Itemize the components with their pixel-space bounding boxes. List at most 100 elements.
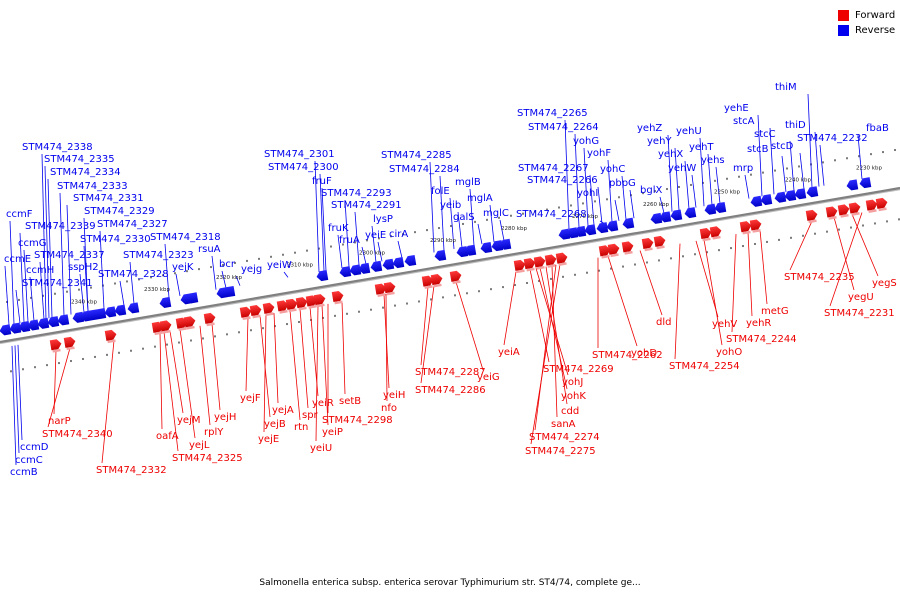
gene-arrow-reverse-49[interactable] — [784, 189, 797, 202]
gene-label-yeja[interactable]: yejA — [272, 405, 294, 416]
gene-label-stm474-2335[interactable]: STM474_2335 — [44, 154, 115, 165]
gene-label-cdd[interactable]: cdd — [561, 406, 579, 417]
gene-arrow-forward-10[interactable] — [262, 302, 276, 317]
gene-arrow-reverse-35[interactable] — [574, 225, 587, 238]
gene-label-stm474-2269[interactable]: STM474_2269 — [543, 364, 614, 375]
gene-label-ccmd[interactable]: ccmD — [20, 442, 49, 453]
gene-arrow-reverse-20[interactable] — [339, 266, 352, 278]
gene-arrow-reverse-46[interactable] — [750, 195, 763, 208]
gene-arrow-forward-18[interactable] — [383, 281, 397, 296]
gene-label-mrp[interactable]: mrp — [733, 163, 753, 174]
gene-label-stcb[interactable]: stcB — [747, 144, 769, 155]
gene-label-stm474-2285[interactable]: STM474_2285 — [381, 150, 452, 161]
gene-label-mgla[interactable]: mglA — [467, 193, 493, 204]
gene-label-stm474-2268[interactable]: STM474_2268 — [516, 209, 587, 220]
gene-label-cira[interactable]: cirA — [389, 229, 408, 240]
gene-label-yehr[interactable]: yehR — [746, 318, 771, 329]
gene-arrow-reverse-29[interactable] — [464, 244, 477, 257]
gene-label-yeir[interactable]: yeiR — [312, 398, 334, 409]
gene-label-mglc[interactable]: mglC — [483, 208, 509, 219]
gene-arrow-reverse-33[interactable] — [558, 228, 571, 241]
gene-arrow-forward-41[interactable] — [875, 197, 889, 212]
gene-label-oafa[interactable]: oafA — [156, 431, 179, 442]
gene-arrow-reverse-32[interactable] — [499, 238, 512, 251]
gene-label-stm474-2339[interactable]: STM474_2339 — [25, 221, 96, 232]
gene-label-yehz[interactable]: yehZ — [637, 123, 662, 134]
gene-label-stm474-2231[interactable]: STM474_2231 — [824, 308, 895, 319]
gene-label-stm474-2286[interactable]: STM474_2286 — [415, 385, 486, 396]
gene-label-stm474-2264[interactable]: STM474_2264 — [528, 122, 599, 133]
gene-label-yehw[interactable]: yehW — [668, 163, 696, 174]
gene-arrow-reverse-37[interactable] — [596, 222, 609, 234]
gene-label-stm474-2332[interactable]: STM474_2332 — [96, 465, 167, 476]
gene-label-sana[interactable]: sanA — [551, 419, 576, 430]
gene-arrow-forward-32[interactable] — [699, 227, 713, 242]
gene-label-stm474-2338[interactable]: STM474_2338 — [22, 142, 93, 153]
gene-arrow-forward-20[interactable] — [430, 273, 444, 288]
gene-label-yejh[interactable]: yejH — [214, 412, 236, 423]
gene-arrow-forward-4[interactable] — [159, 320, 173, 334]
gene-label-yejf[interactable]: yejF — [240, 393, 261, 404]
gene-arrow-reverse-44[interactable] — [704, 203, 717, 216]
gene-arrow-reverse-38[interactable] — [606, 220, 619, 232]
gene-arrow-forward-31[interactable] — [653, 235, 667, 250]
gene-label-stm474-2300[interactable]: STM474_2300 — [268, 162, 339, 173]
gene-label-stm474-2262[interactable]: STM474_2262 — [592, 350, 663, 361]
gene-arrow-forward-36[interactable] — [805, 209, 819, 224]
gene-arrow-forward-34[interactable] — [739, 220, 753, 235]
legend-item-forward[interactable]: Forward — [838, 8, 895, 23]
gene-label-metg[interactable]: metG — [761, 306, 789, 317]
gene-arrow-reverse-42[interactable] — [670, 209, 683, 221]
gene-label-ccmb[interactable]: ccmB — [10, 467, 38, 478]
gene-arrow-reverse-25[interactable] — [392, 257, 405, 269]
gene-label-stm474-2331[interactable]: STM474_2331 — [73, 193, 144, 204]
gene-label-ccmf[interactable]: ccmF — [6, 209, 33, 220]
gene-arrow-reverse-2[interactable] — [18, 321, 31, 333]
gene-arrow-reverse-10[interactable] — [94, 308, 107, 320]
gene-label-fruf[interactable]: fruF — [312, 176, 332, 187]
gene-label-rply[interactable]: rplY — [204, 427, 224, 438]
gene-arrow-reverse-13[interactable] — [127, 302, 140, 314]
gene-label-yehv[interactable]: yehV — [712, 319, 737, 330]
gene-arrow-forward-1[interactable] — [63, 336, 77, 351]
gene-label-yoho[interactable]: yohO — [716, 347, 742, 358]
gene-label-fole[interactable]: folE — [431, 186, 450, 197]
gene-label-yejg[interactable]: yejg — [241, 264, 262, 275]
gene-label-gals[interactable]: galS — [453, 212, 475, 223]
gene-label-yeib[interactable]: yeib — [440, 200, 461, 211]
gene-arrow-reverse-53[interactable] — [859, 177, 872, 189]
gene-arrow-forward-13[interactable] — [295, 296, 309, 311]
gene-arrow-reverse-34[interactable] — [566, 227, 579, 239]
gene-arrow-reverse-19[interactable] — [316, 270, 329, 282]
gene-label-stm474-2340[interactable]: STM474_2340 — [42, 429, 113, 440]
gene-arrow-reverse-14[interactable] — [159, 296, 172, 309]
gene-arrow-reverse-23[interactable] — [370, 260, 383, 273]
gene-arrow-forward-11[interactable] — [276, 300, 290, 314]
gene-label-dld[interactable]: dld — [656, 317, 671, 328]
gene-label-yehx[interactable]: yehX — [658, 149, 683, 160]
gene-label-yeip[interactable]: yeiP — [322, 427, 343, 438]
gene-label-stm474-2318[interactable]: STM474_2318 — [150, 232, 221, 243]
gene-arrow-reverse-28[interactable] — [456, 246, 469, 258]
gene-label-stm474-2265[interactable]: STM474_2265 — [517, 108, 588, 119]
gene-arrow-forward-29[interactable] — [621, 241, 635, 255]
gene-arrow-forward-26[interactable] — [555, 252, 569, 266]
gene-label-yeih[interactable]: yeiH — [383, 390, 405, 401]
gene-label-stm474-2266[interactable]: STM474_2266 — [527, 175, 598, 186]
gene-label-yehs[interactable]: yehs — [701, 155, 725, 166]
gene-arrow-reverse-31[interactable] — [491, 240, 504, 252]
gene-arrow-reverse-3[interactable] — [27, 319, 40, 331]
gene-arrow-reverse-26[interactable] — [404, 254, 417, 267]
gene-label-yohk[interactable]: yohK — [561, 391, 586, 402]
gene-label-yohj[interactable]: yohJ — [562, 377, 583, 388]
gene-label-mglb[interactable]: mglB — [455, 177, 481, 188]
gene-label-stm474-2329[interactable]: STM474_2329 — [84, 206, 155, 217]
gene-arrow-reverse-52[interactable] — [846, 179, 859, 191]
gene-arrow-reverse-41[interactable] — [659, 211, 672, 223]
gene-label-stm474-2341[interactable]: STM474_2341 — [22, 278, 93, 289]
gene-label-narp[interactable]: narP — [48, 416, 71, 427]
gene-label-stm474-2275[interactable]: STM474_2275 — [525, 446, 596, 457]
gene-arrow-reverse-6[interactable] — [57, 314, 70, 326]
gene-arrow-forward-12[interactable] — [285, 298, 299, 313]
gene-label-thim[interactable]: thiM — [775, 82, 797, 93]
